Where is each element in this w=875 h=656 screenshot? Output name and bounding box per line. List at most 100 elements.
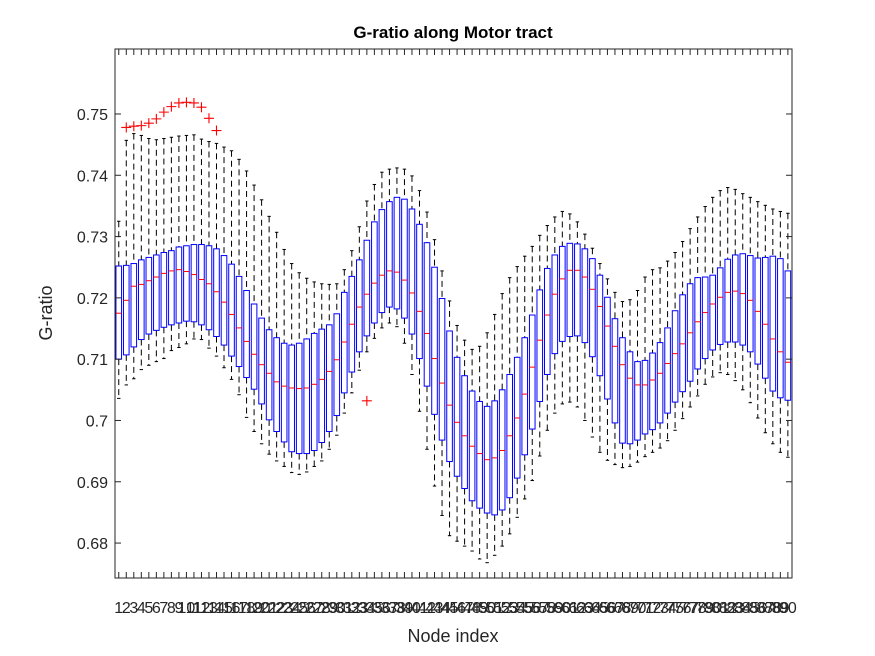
box-group-77 (686, 228, 694, 408)
box-group-90 (784, 212, 792, 458)
box-group-6 (153, 139, 160, 363)
outlier-marker (151, 113, 162, 124)
box-group-35 (371, 183, 378, 339)
iqr-box (536, 289, 544, 402)
x-tick-label: 17 (230, 600, 248, 617)
x-tick-label: 10 (178, 600, 196, 617)
box-group-61 (566, 213, 574, 403)
box-group-75 (671, 252, 679, 431)
iqr-box (363, 239, 371, 337)
x-tick-label: 75 (666, 600, 684, 617)
box-group-20 (258, 199, 265, 445)
x-tick-label: 12 (193, 600, 211, 617)
x-tick-label: 39 (396, 600, 414, 617)
x-tick-label: 13 (200, 600, 218, 617)
x-tick-label: 44 (433, 600, 451, 617)
iqr-box (371, 221, 378, 324)
iqr-box (423, 242, 431, 387)
box-group-5 (145, 137, 153, 366)
iqr-box (153, 254, 160, 331)
outlier-marker (173, 97, 184, 108)
y-tick-label: 0.74 (77, 168, 108, 185)
x-tick-label: 15 (215, 600, 233, 617)
iqr-box (701, 276, 709, 360)
x-tick-label: 65 (591, 600, 609, 617)
box-group-48 (468, 348, 476, 552)
x-tick-label: 81 (711, 600, 729, 617)
outlier-marker (188, 97, 199, 108)
box-group-44 (438, 270, 446, 516)
iqr-box (619, 337, 626, 444)
x-tick-label: 25 (290, 600, 308, 617)
box-group-79 (701, 206, 709, 385)
box-group-31 (341, 269, 348, 414)
x-tick-label: 63 (576, 600, 594, 617)
x-tick-label: 19 (245, 600, 263, 617)
iqr-box (190, 244, 198, 323)
x-tick-label: 18 (238, 600, 256, 617)
box-group-72 (649, 269, 656, 453)
iqr-box (679, 294, 686, 393)
iqr-box (762, 256, 769, 379)
box-group-30 (333, 283, 341, 436)
x-tick-label: 64 (583, 600, 601, 617)
x-tick-label: 61 (561, 600, 579, 617)
iqr-box (280, 342, 288, 443)
outlier-marker (143, 118, 154, 129)
box-group-27 (310, 281, 318, 467)
iqr-box (325, 324, 333, 432)
box-group-14 (213, 142, 220, 357)
iqr-box (559, 245, 566, 342)
x-tick-label: 49 (471, 600, 489, 617)
box-group-32 (348, 250, 356, 394)
box-group-57 (536, 234, 544, 457)
iqr-box (318, 328, 326, 444)
outliers (121, 97, 372, 406)
iqr-box (589, 258, 596, 358)
x-tick-label: 60 (553, 600, 571, 617)
iqr-box (446, 330, 453, 463)
x-tick-label: 32 (343, 600, 361, 617)
iqr-box (528, 314, 536, 430)
x-tick-label: 47 (456, 600, 474, 617)
box-group-46 (453, 324, 461, 542)
iqr-box (461, 375, 468, 490)
x-tick-label: 11 (186, 600, 203, 617)
iqr-box (656, 342, 664, 424)
x-tick-label: 26 (298, 600, 316, 617)
x-tick-label: 27 (305, 600, 323, 617)
box-group-82 (724, 187, 732, 375)
iqr-box (341, 291, 348, 394)
x-tick-label: 29 (320, 600, 338, 617)
box-group-70 (634, 290, 641, 463)
box-group-38 (393, 167, 401, 328)
box-group-16 (228, 150, 235, 380)
iqr-box (626, 351, 634, 445)
box-group-40 (408, 175, 416, 375)
outlier-marker (158, 107, 169, 118)
box-group-67 (611, 291, 619, 466)
x-tick-label: 1 (114, 600, 123, 617)
outlier-marker (181, 97, 192, 108)
y-tick-label: 0.71 (77, 352, 108, 369)
x-tick-label: 30 (328, 600, 346, 617)
y-tick-label: 0.75 (77, 107, 108, 124)
box-group-33 (356, 226, 363, 371)
box-group-11 (190, 134, 198, 340)
x-tick-label: 62 (568, 600, 586, 617)
x-tick-label: 59 (546, 600, 564, 617)
box-group-53 (506, 277, 513, 535)
box-group-69 (626, 299, 634, 467)
x-tick-label: 80 (704, 600, 722, 617)
box-group-87 (762, 204, 769, 434)
box-group-59 (551, 216, 559, 414)
x-tick-label: 45 (441, 600, 459, 617)
box-group-3 (130, 133, 138, 380)
iqr-box (303, 338, 311, 455)
iqr-box (250, 303, 258, 390)
x-tick-label: 2 (122, 600, 131, 617)
box-group-39 (401, 168, 408, 344)
x-tick-label: 9 (174, 600, 183, 617)
box-group-74 (664, 260, 671, 442)
iqr-box (160, 252, 168, 328)
